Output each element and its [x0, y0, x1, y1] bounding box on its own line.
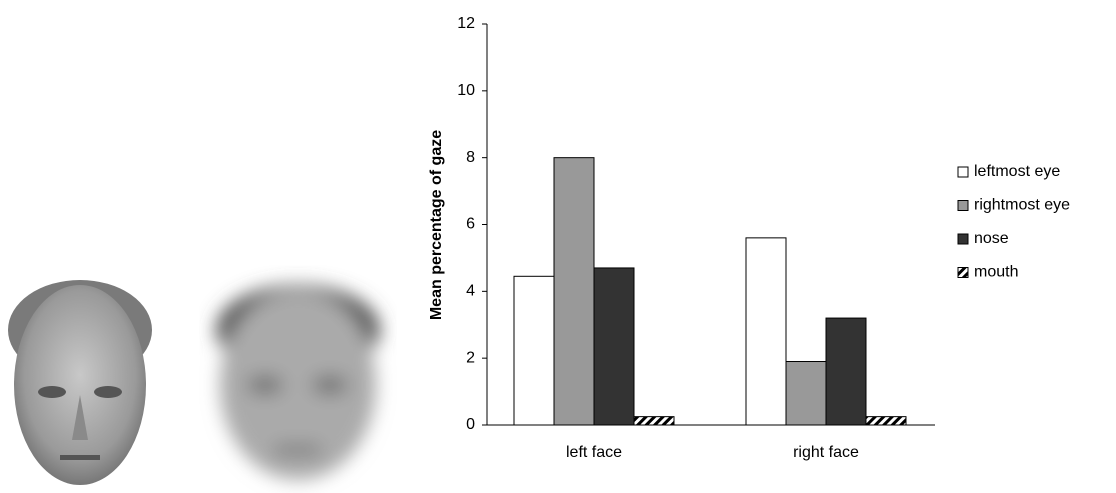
legend-swatch	[957, 233, 969, 245]
bar	[785, 361, 827, 426]
x-tick-label: left face	[566, 444, 622, 461]
legend-swatch	[957, 200, 969, 211]
face-photo	[8, 280, 152, 485]
y-tick-label: 10	[457, 82, 475, 99]
bar	[593, 267, 635, 426]
bar	[865, 416, 907, 426]
y-tick-label: 4	[466, 283, 475, 300]
bar	[633, 416, 675, 426]
y-tick-label: 12	[457, 15, 475, 32]
y-tick-label: 8	[466, 149, 475, 166]
y-tick-label: 0	[466, 416, 475, 433]
y-axis-label: Mean percentage of gaze	[428, 130, 445, 320]
y-tick-label: 6	[466, 216, 475, 233]
legend-label: nose	[974, 230, 1009, 247]
legend-swatch	[957, 267, 969, 278]
bar	[553, 157, 595, 426]
bar	[513, 275, 555, 426]
legend-label: rightmost eye	[974, 197, 1070, 214]
x-tick-label: right face	[793, 444, 859, 461]
legend-label: mouth	[974, 264, 1018, 281]
legend-swatch	[957, 166, 969, 178]
legend-label: leftmost eye	[974, 163, 1060, 180]
blurred-face	[216, 285, 380, 480]
y-tick-label: 2	[466, 349, 475, 366]
bar	[825, 317, 867, 426]
bar	[745, 237, 787, 426]
